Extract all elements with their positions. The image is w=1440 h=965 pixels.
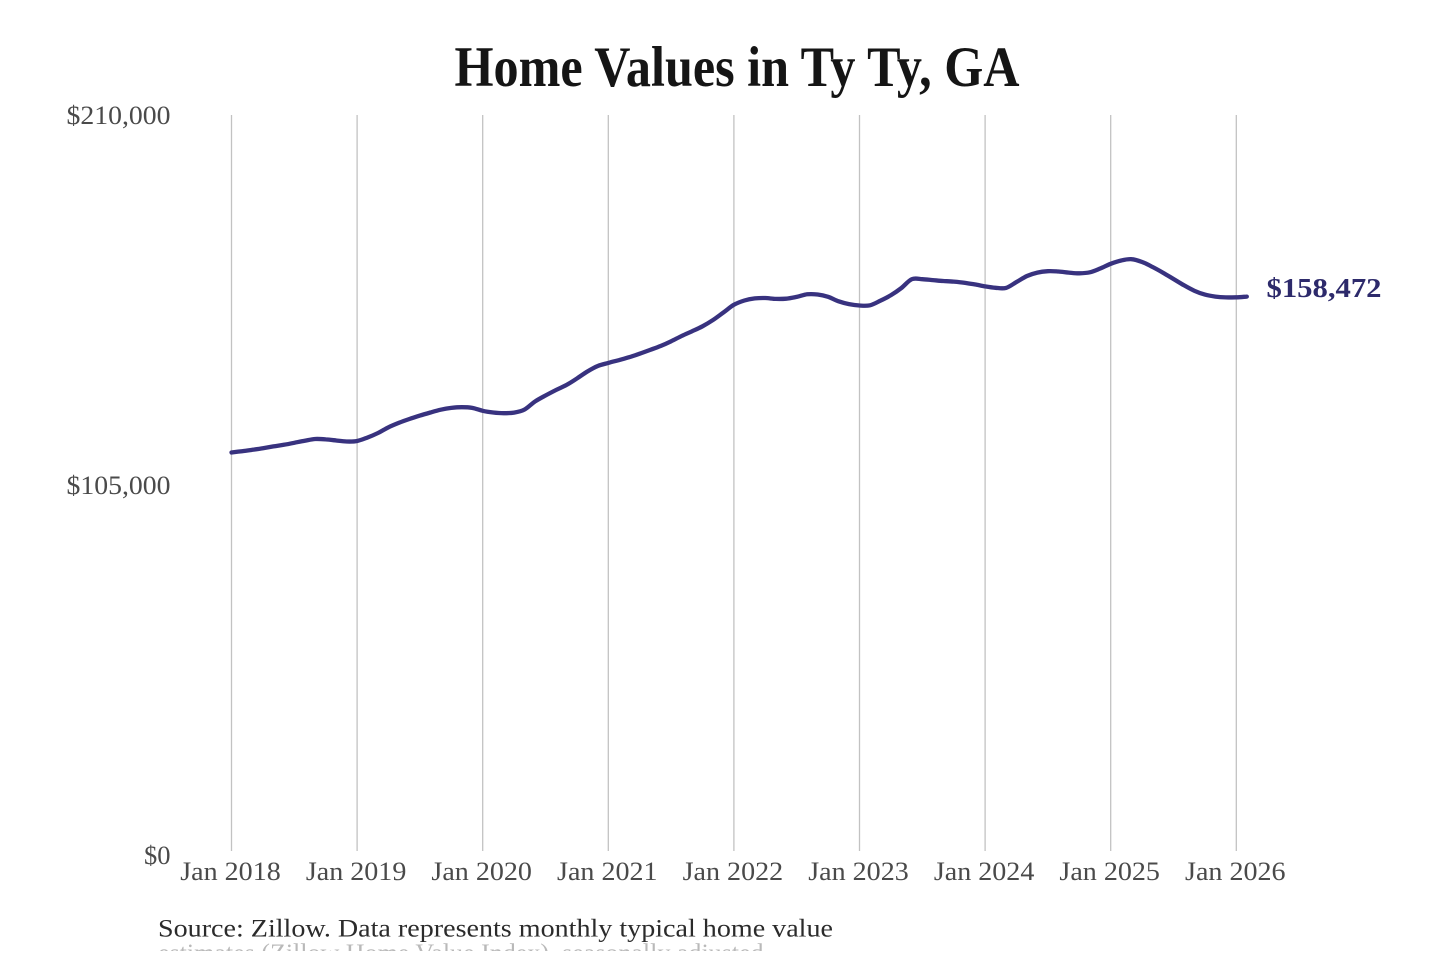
svg-text:Jan 2020: Jan 2020: [431, 856, 532, 886]
svg-text:Source: Zillow. Data represent: Source: Zillow. Data represents monthly …: [158, 916, 833, 943]
svg-text:$210,000: $210,000: [67, 100, 171, 130]
svg-text:Jan 2021: Jan 2021: [557, 856, 658, 886]
svg-text:Jan 2018: Jan 2018: [180, 856, 281, 886]
svg-text:Jan 2026: Jan 2026: [1185, 856, 1286, 886]
svg-text:Home Values in Ty Ty, GA: Home Values in Ty Ty, GA: [455, 36, 1020, 99]
svg-text:estimates (Zillow Home Value I: estimates (Zillow Home Value Index), sea…: [158, 940, 770, 960]
svg-text:$105,000: $105,000: [67, 470, 171, 500]
svg-text:Jan 2022: Jan 2022: [683, 856, 784, 886]
svg-text:$0: $0: [144, 840, 171, 870]
svg-text:Jan 2025: Jan 2025: [1059, 856, 1160, 886]
svg-text:$158,472: $158,472: [1267, 272, 1382, 303]
svg-text:Jan 2019: Jan 2019: [306, 856, 407, 886]
svg-text:Jan 2024: Jan 2024: [934, 856, 1035, 886]
svg-text:Jan 2023: Jan 2023: [808, 856, 909, 886]
